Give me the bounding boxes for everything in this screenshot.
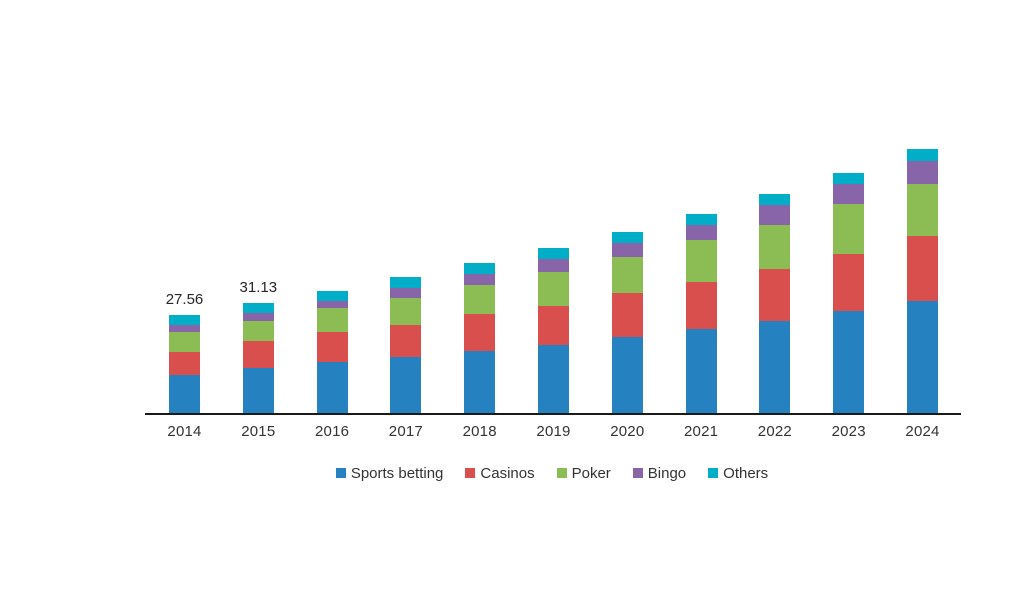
legend-label-others: Others xyxy=(723,464,769,482)
legend-item-poker: Poker xyxy=(556,464,611,482)
segment-bingo-2020 xyxy=(611,242,643,258)
x-axis-label-2015: 2015 xyxy=(241,423,276,440)
segment-others-2022 xyxy=(759,194,791,205)
segment-casinos-2014 xyxy=(169,351,200,375)
segment-casinos-2020 xyxy=(611,293,643,338)
segment-poker-2023 xyxy=(833,204,865,254)
segment-casinos-2023 xyxy=(833,253,865,311)
segment-casinos-2024 xyxy=(907,236,938,301)
segment-others-2017 xyxy=(390,277,422,289)
legend-swatch-icon-others xyxy=(708,468,719,478)
segment-sports-betting-2023 xyxy=(833,310,865,414)
segment-casinos-2019 xyxy=(538,305,569,345)
segment-sports-betting-2019 xyxy=(538,344,569,414)
segment-others-2020 xyxy=(611,232,643,243)
legend-label-poker: Poker xyxy=(571,464,611,482)
bar-2015 xyxy=(242,302,274,414)
segment-poker-2021 xyxy=(685,240,717,282)
legend-item-bingo: Bingo xyxy=(632,464,687,482)
x-axis-label-2016: 2016 xyxy=(315,423,350,440)
segment-bingo-2024 xyxy=(907,161,938,185)
segment-casinos-2022 xyxy=(759,269,791,322)
segment-bingo-2018 xyxy=(464,274,496,285)
segment-poker-2019 xyxy=(538,271,569,306)
segment-bingo-2023 xyxy=(833,184,865,205)
x-axis-label-2022: 2022 xyxy=(757,423,792,440)
segment-casinos-2016 xyxy=(316,332,348,363)
segment-others-2018 xyxy=(464,263,496,275)
bar-2019 xyxy=(538,247,569,414)
segment-poker-2018 xyxy=(464,284,496,315)
segment-poker-2017 xyxy=(390,298,422,326)
segment-sports-betting-2014 xyxy=(169,374,200,414)
legend-swatch-icon-sports-betting xyxy=(335,468,346,478)
segment-sports-betting-2020 xyxy=(611,337,643,414)
segment-bingo-2021 xyxy=(685,225,717,241)
segment-bingo-2017 xyxy=(390,288,422,299)
segment-poker-2016 xyxy=(316,308,348,333)
bar-2018 xyxy=(464,263,496,414)
segment-casinos-2017 xyxy=(390,325,422,358)
total-label-2015: 31.13 xyxy=(239,278,278,296)
x-axis-label-2020: 2020 xyxy=(610,423,645,440)
legend-item-casinos: Casinos xyxy=(465,464,535,482)
segment-sports-betting-2016 xyxy=(316,362,348,414)
legend-item-others: Others xyxy=(708,465,768,482)
x-axis-line xyxy=(145,413,961,415)
segment-others-2015 xyxy=(242,302,274,313)
segment-poker-2015 xyxy=(242,320,274,341)
segment-bingo-2022 xyxy=(759,204,791,225)
segment-sports-betting-2022 xyxy=(759,321,791,414)
segment-sports-betting-2015 xyxy=(242,368,274,414)
segment-casinos-2021 xyxy=(685,281,717,330)
bar-2020 xyxy=(611,232,643,414)
segment-poker-2024 xyxy=(907,184,938,237)
x-axis-label-2023: 2023 xyxy=(831,423,866,440)
legend-label-sports-betting: Sports betting xyxy=(350,464,444,482)
segment-others-2021 xyxy=(685,214,717,225)
bar-2024 xyxy=(907,149,938,414)
legend-label-casinos: Casinos xyxy=(480,464,535,482)
legend-swatch-icon-bingo xyxy=(632,468,643,478)
segment-others-2019 xyxy=(538,247,569,260)
x-axis-label-2024: 2024 xyxy=(905,423,940,440)
bar-2022 xyxy=(759,194,791,414)
segment-others-2016 xyxy=(316,290,348,301)
segment-bingo-2019 xyxy=(538,259,569,272)
legend: Sports betting Casinos Poker Bingo Others xyxy=(40,463,1024,483)
x-axis-label-2017: 2017 xyxy=(388,423,423,440)
bar-2016 xyxy=(316,290,348,414)
segment-bingo-2016 xyxy=(316,300,348,309)
segment-others-2014 xyxy=(169,315,200,325)
segment-sports-betting-2018 xyxy=(464,350,496,414)
segment-bingo-2014 xyxy=(169,324,200,332)
x-axis-label-2021: 2021 xyxy=(684,423,719,440)
legend-item-sports-betting: Sports betting xyxy=(335,464,444,482)
bar-2023 xyxy=(833,173,865,414)
segment-sports-betting-2017 xyxy=(390,357,422,414)
x-axis-label-2014: 2014 xyxy=(167,423,202,440)
total-label-2014: 27.56 xyxy=(165,291,204,309)
segment-sports-betting-2024 xyxy=(907,300,938,414)
legend-label-bingo: Bingo xyxy=(647,464,687,482)
stacked-bar-chart: 2014 2015 2016 2017 2018 2019 2020 2021 2022 2023… xyxy=(40,16,1024,592)
segment-others-2024 xyxy=(907,149,938,162)
segment-poker-2022 xyxy=(759,224,791,270)
legend-swatch-icon-casinos xyxy=(465,468,476,478)
x-axis-label-2019: 2019 xyxy=(536,423,571,440)
segment-casinos-2018 xyxy=(464,314,496,351)
bar-2017 xyxy=(390,277,422,414)
legend-swatch-icon-poker xyxy=(556,468,567,478)
segment-others-2023 xyxy=(833,173,865,185)
segment-casinos-2015 xyxy=(242,340,274,369)
bar-2014 xyxy=(169,315,200,414)
segment-poker-2020 xyxy=(611,257,643,293)
segment-poker-2014 xyxy=(169,331,200,352)
x-axis-label-2018: 2018 xyxy=(462,423,497,440)
segment-bingo-2015 xyxy=(242,312,274,321)
segment-sports-betting-2021 xyxy=(685,329,717,414)
bar-2021 xyxy=(685,214,717,414)
